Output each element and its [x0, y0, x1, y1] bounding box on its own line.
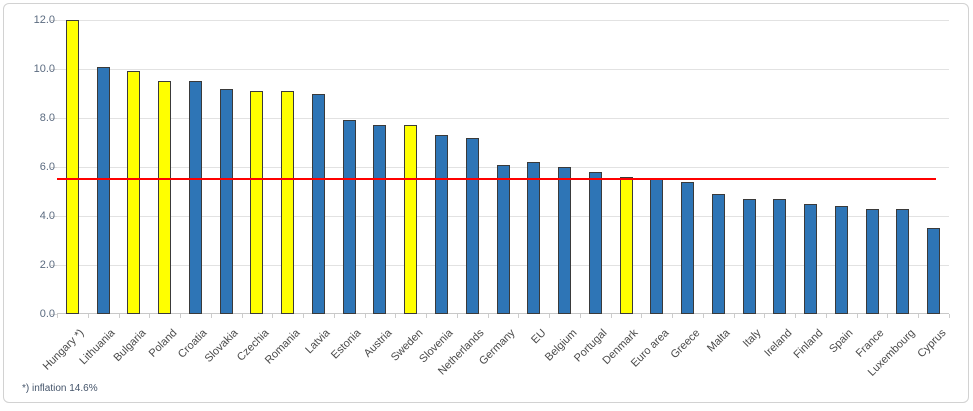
x-axis-tick — [702, 314, 704, 318]
x-axis-tick — [733, 314, 735, 318]
x-axis-tick — [87, 314, 89, 318]
x-axis-tick — [887, 314, 889, 318]
x-axis-tick — [149, 314, 151, 318]
bar-poland — [158, 81, 172, 314]
x-axis-tick — [180, 314, 182, 318]
bar-austria — [373, 125, 387, 314]
x-axis-tick — [610, 314, 612, 318]
bar-romania — [281, 91, 295, 314]
y-axis-label: 4.0 — [39, 210, 55, 222]
bar-euro-area — [650, 179, 664, 314]
x-axis-tick — [118, 314, 120, 318]
x-axis-tick — [579, 314, 581, 318]
bar-latvia — [311, 93, 325, 314]
y-axis-tick — [51, 69, 57, 70]
gridline — [57, 117, 949, 119]
x-axis-tick — [795, 314, 797, 318]
y-axis-label: 0.0 — [39, 308, 55, 320]
bar-finland — [804, 203, 818, 314]
bar-france — [865, 208, 879, 314]
gridline — [57, 20, 949, 21]
x-axis-tick — [487, 314, 489, 318]
bar-hungary — [65, 20, 79, 314]
y-axis-tick — [51, 167, 57, 168]
x-axis-tick — [426, 314, 428, 318]
x-axis-tick — [272, 314, 274, 318]
x-axis-tick — [395, 314, 397, 318]
y-axis-tick — [51, 265, 57, 266]
bar-croatia — [188, 81, 202, 314]
bar-bulgaria — [127, 71, 141, 314]
bar-malta — [711, 193, 725, 314]
bar-eu — [527, 162, 541, 314]
x-axis-tick — [241, 314, 243, 318]
x-axis-tick — [303, 314, 305, 318]
y-axis-label: 12.0 — [33, 14, 55, 26]
bar-netherlands — [465, 137, 479, 314]
footnote: *) inflation 14.6% — [22, 383, 98, 394]
bar-portugal — [588, 171, 602, 314]
x-axis-tick — [57, 314, 58, 318]
bar-greece — [681, 181, 695, 314]
bar-slovakia — [219, 88, 233, 314]
bar-slovenia — [434, 135, 448, 314]
x-axis-tick — [672, 314, 674, 318]
y-axis-tick — [51, 314, 57, 315]
bar-cyprus — [927, 228, 941, 314]
bar-luxembourg — [896, 208, 910, 314]
x-axis-tick — [333, 314, 335, 318]
bar-estonia — [342, 120, 356, 314]
x-axis-tick — [456, 314, 458, 318]
reference-line — [57, 178, 936, 181]
x-axis-tick — [210, 314, 212, 318]
y-axis-tick — [51, 216, 57, 217]
x-axis-tick — [949, 314, 950, 318]
x-axis-tick — [364, 314, 366, 318]
x-axis-tick — [549, 314, 551, 318]
bar-ireland — [773, 198, 787, 314]
gridline — [57, 68, 949, 70]
x-axis-tick — [918, 314, 920, 318]
bar-lithuania — [96, 66, 110, 314]
bar-belgium — [558, 167, 572, 314]
bar-germany — [496, 164, 510, 314]
x-axis-tick — [825, 314, 827, 318]
y-axis-label: 2.0 — [39, 259, 55, 271]
plot-area — [57, 20, 949, 314]
y-axis-tick — [51, 118, 57, 119]
y-axis-tick — [51, 20, 57, 21]
bar-spain — [834, 206, 848, 314]
bar-sweden — [404, 125, 418, 314]
y-axis-label: 10.0 — [33, 63, 55, 75]
bar-denmark — [619, 176, 633, 314]
x-axis-tick — [518, 314, 520, 318]
y-axis-label: 8.0 — [39, 112, 55, 124]
bar-czechia — [250, 91, 264, 314]
x-axis-tick — [641, 314, 643, 318]
bar-italy — [742, 198, 756, 314]
y-axis-label: 6.0 — [39, 161, 55, 173]
x-axis-tick — [856, 314, 858, 318]
x-axis-tick — [764, 314, 766, 318]
